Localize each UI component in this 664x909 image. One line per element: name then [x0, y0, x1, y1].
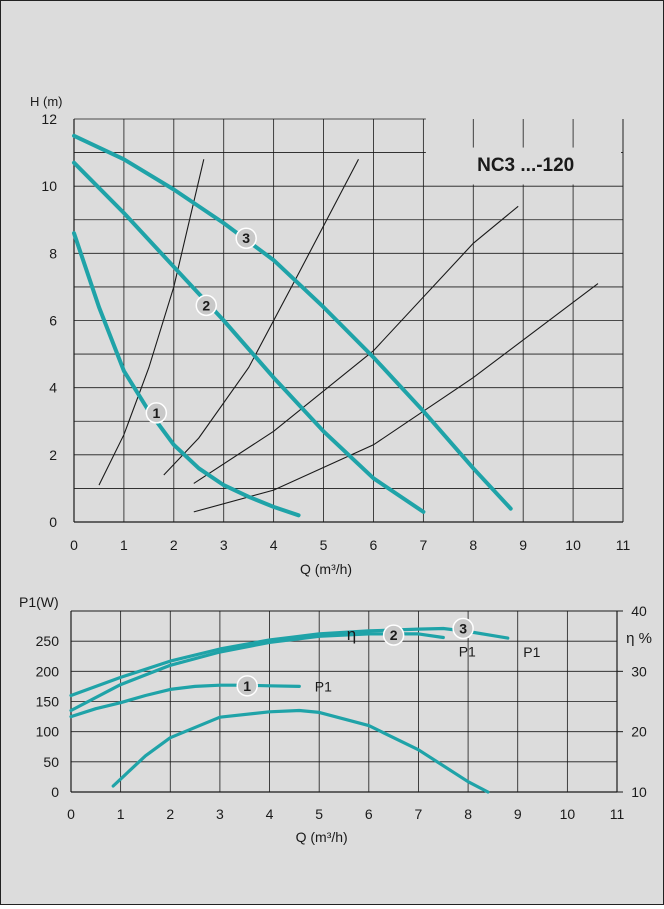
top-y-tick-label: 6: [49, 313, 57, 329]
top-x-tick-label: 1: [120, 537, 128, 553]
pump-curve-2-badge-label: 2: [202, 297, 210, 313]
bottom-x-tick-label: 1: [117, 806, 125, 822]
power-curve-3-badge: [452, 617, 474, 640]
bottom-x-tick-label: 6: [365, 806, 373, 822]
power-curve-3: [69, 626, 510, 698]
top-y-tick-label: 2: [49, 447, 57, 463]
bottom-x-tick-label: 3: [216, 806, 224, 822]
bottom-y-tick-label: 150: [36, 694, 60, 710]
top-x-tick-label: 10: [565, 537, 581, 553]
top-y-tick-label: 10: [41, 178, 57, 194]
efficiency-curve-label: η: [347, 625, 356, 644]
bottom-x-tick-label: 9: [514, 806, 522, 822]
pump-curve-2: [72, 160, 426, 514]
bottom-x-tick-label: 8: [464, 806, 472, 822]
top-x-tick-label: 8: [469, 537, 477, 553]
top-x-axis-label: Q (m³/h): [300, 561, 352, 577]
pump-curve-3-badge: [235, 227, 257, 249]
bottom-y-tick-label: 200: [36, 663, 60, 679]
bottom-x-tick-label: 10: [560, 806, 576, 822]
top-y-tick-label: 4: [49, 380, 57, 396]
power-curve-2-badge-label: 2: [390, 627, 398, 643]
power-curve-1-badge-label: 1: [243, 678, 251, 694]
top-x-tick-label: 11: [616, 537, 631, 553]
power-curve-3-badge-label: 3: [459, 620, 467, 636]
top-x-tick-label: 2: [170, 537, 178, 553]
pump-curve-1-badge: [145, 402, 168, 424]
top-y-tick-label: 8: [49, 245, 57, 261]
bottom-x-tick-label: 5: [315, 806, 323, 822]
power-curve-1-end-label: P1: [315, 678, 332, 694]
bottom-x-tick-label: 0: [67, 806, 75, 822]
bottom-y2-tick-label: 10: [631, 784, 647, 800]
bottom-x-tick-label: 7: [415, 806, 423, 822]
power-curve-2-end-label: P1: [459, 644, 476, 660]
top-x-tick-label: 0: [70, 537, 78, 553]
top-x-tick-label: 5: [320, 537, 328, 553]
top-x-tick-label: 7: [419, 537, 427, 553]
system-curve: [193, 205, 519, 484]
bottom-x-axis-label: Q (m³/h): [296, 829, 348, 845]
top-y-tick-label: 0: [49, 514, 57, 530]
title-box: [425, 147, 621, 185]
bottom-y-tick-label: 250: [36, 633, 60, 649]
bottom-y2-tick-label: 20: [631, 724, 647, 740]
power-curve-2: [69, 632, 445, 713]
system-curve: [98, 159, 205, 486]
top-y-axis-label: H (m): [30, 94, 63, 109]
bottom-y-tick-label: 100: [36, 724, 60, 740]
bottom-y2-axis-label: η %: [626, 630, 652, 647]
bottom-y2-tick-label: 40: [631, 603, 647, 619]
bottom-x-tick-label: 11: [610, 806, 625, 822]
top-x-tick-label: 3: [220, 537, 228, 553]
power-curve-η: [111, 708, 490, 794]
power-curve-3-end-label: P1: [523, 644, 540, 660]
system-curve: [163, 159, 359, 476]
top-x-tick-label: 6: [370, 537, 378, 553]
power-curve-2-badge: [382, 624, 405, 646]
pump-curve-1: [72, 231, 301, 518]
pump-curve-2-badge: [195, 294, 218, 317]
pump-curve-3-badge-label: 3: [242, 230, 250, 246]
top-y-tick-label: 12: [41, 111, 57, 127]
bottom-y-tick-label: 50: [43, 754, 59, 770]
bottom-y2-tick-label: 30: [631, 663, 647, 679]
pump-curve-1-badge-label: 1: [152, 405, 160, 421]
bottom-x-tick-label: 4: [266, 806, 274, 822]
top-x-tick-label: 4: [270, 537, 278, 553]
bottom-y-axis-label: P1(W): [19, 594, 59, 610]
bottom-y-tick-label: 0: [51, 784, 59, 800]
system-curve: [193, 283, 599, 513]
power-curve-1-badge: [236, 675, 258, 697]
chart-title: NC3 ...-120: [477, 155, 574, 176]
pump-curve-3: [72, 133, 513, 511]
bottom-x-tick-label: 2: [166, 806, 174, 822]
top-x-tick-label: 9: [519, 537, 527, 553]
